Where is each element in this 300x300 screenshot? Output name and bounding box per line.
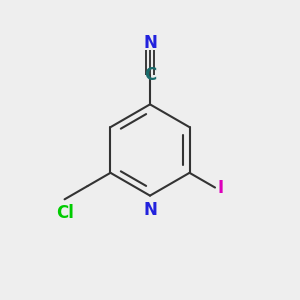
- Text: Cl: Cl: [56, 204, 74, 222]
- Text: I: I: [218, 178, 224, 196]
- Text: N: N: [143, 201, 157, 219]
- Text: N: N: [143, 34, 157, 52]
- Text: C: C: [144, 66, 156, 84]
